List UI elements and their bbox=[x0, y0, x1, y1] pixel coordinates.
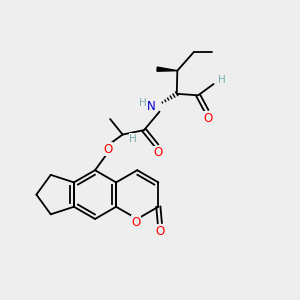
Text: O: O bbox=[103, 142, 112, 156]
Text: O: O bbox=[153, 146, 163, 160]
Text: H: H bbox=[139, 98, 147, 108]
Text: O: O bbox=[155, 225, 164, 238]
Text: H: H bbox=[218, 76, 226, 85]
Text: N: N bbox=[147, 100, 156, 113]
Polygon shape bbox=[157, 67, 177, 71]
Text: O: O bbox=[131, 216, 140, 229]
Text: H: H bbox=[129, 134, 137, 144]
Text: O: O bbox=[203, 112, 212, 125]
